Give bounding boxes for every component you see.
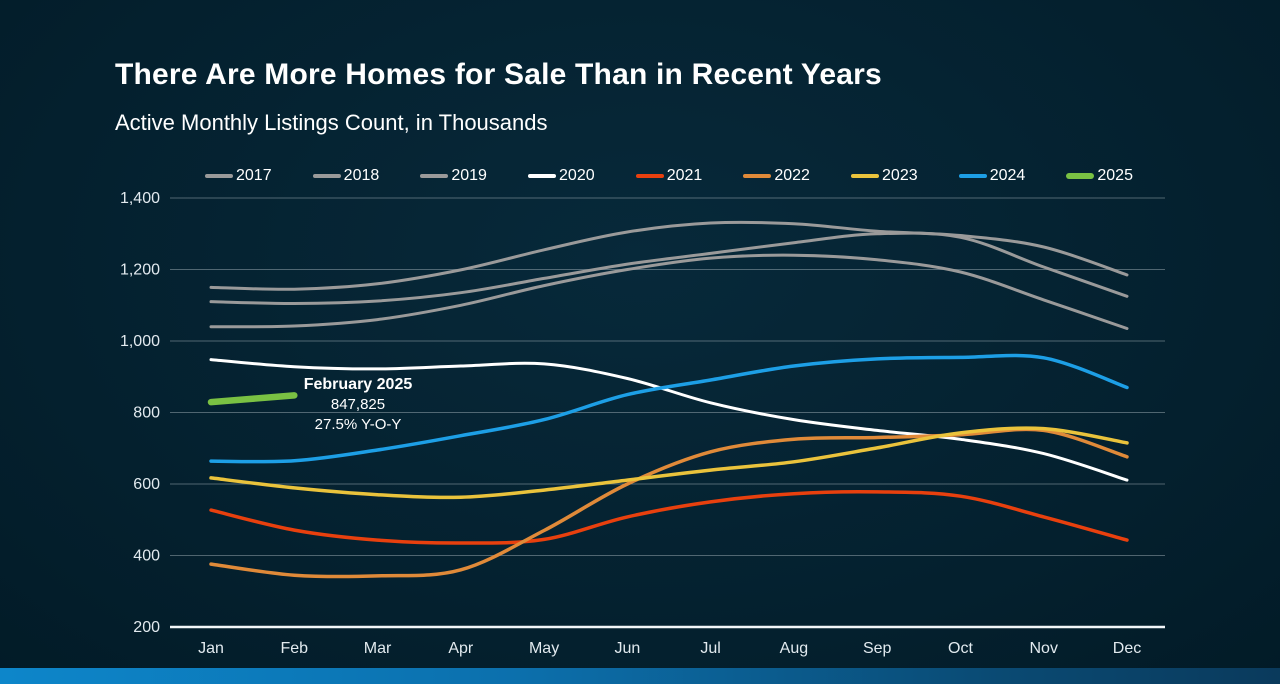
series-line-2021 <box>209 489 1129 545</box>
legend-label-2023: 2023 <box>882 167 918 184</box>
x-tick-aug: Aug <box>780 640 808 657</box>
x-tick-mar: Mar <box>364 640 392 657</box>
y-tick-1,200: 1,200 <box>120 262 160 279</box>
series-line-2025 <box>207 392 298 406</box>
legend-item-2020: 2020 <box>528 167 595 185</box>
legend: 2017 2018 2019 2020 2021 2022 2023 2024 2025 <box>205 167 1133 185</box>
legend-item-2017: 2017 <box>205 167 272 185</box>
chart-title: There Are More Homes for Sale Than in Re… <box>115 58 882 91</box>
legend-item-2021: 2021 <box>635 167 703 185</box>
series-line-2017 <box>209 220 1129 291</box>
series-line-2024 <box>209 353 1129 464</box>
y-tick-600: 600 <box>133 476 160 493</box>
legend-swatch-2017 <box>205 174 233 178</box>
series-line-2022 <box>209 427 1129 579</box>
x-tick-jun: Jun <box>614 640 640 657</box>
legend-label-2020: 2020 <box>559 167 595 184</box>
legend-label-2024: 2024 <box>989 167 1026 184</box>
legend-label-2025: 2025 <box>1097 167 1133 184</box>
y-tick-1,400: 1,400 <box>120 190 160 207</box>
y-tick-1,000: 1,000 <box>120 333 160 350</box>
legend-label-2019: 2019 <box>451 167 487 184</box>
x-tick-oct: Oct <box>948 640 973 657</box>
legend-item-2023: 2023 <box>851 167 918 185</box>
legend-swatch-2024 <box>958 174 987 178</box>
legend-label-2022: 2022 <box>774 167 810 184</box>
x-tick-apr: Apr <box>448 640 474 657</box>
legend-label-2017: 2017 <box>236 167 272 184</box>
legend-swatch-2023 <box>851 174 880 178</box>
x-tick-dec: Dec <box>1113 640 1141 657</box>
legend-item-2022: 2022 <box>743 167 810 185</box>
legend-swatch-2019 <box>420 174 449 178</box>
x-tick-sep: Sep <box>863 640 892 657</box>
x-tick-may: May <box>529 640 559 657</box>
legend-swatch-2018 <box>312 174 341 178</box>
x-tick-nov: Nov <box>1030 640 1058 657</box>
legend-label-2021: 2021 <box>666 167 703 184</box>
x-tick-jul: Jul <box>700 640 720 657</box>
legend-swatch-2025 <box>1066 173 1095 179</box>
x-tick-feb: Feb <box>280 640 308 657</box>
footer-accent-bar <box>0 668 1280 684</box>
series-line-2023 <box>209 426 1129 500</box>
series-line-2020 <box>209 358 1129 482</box>
y-tick-800: 800 <box>133 405 160 422</box>
legend-swatch-2022 <box>743 174 772 178</box>
annotation-month-label: February 2025 <box>303 376 413 393</box>
legend-swatch-2021 <box>635 174 664 178</box>
legend-item-2025: 2025 <box>1066 167 1133 185</box>
y-tick-400: 400 <box>133 548 160 565</box>
chart-subtitle: Active Monthly Listings Count, in Thousa… <box>115 110 548 135</box>
legend-swatch-2020 <box>528 174 557 178</box>
legend-label-2018: 2018 <box>343 167 380 184</box>
series-line-2019 <box>209 253 1129 330</box>
series-line-2018 <box>209 231 1129 306</box>
annotation-value: 847,825 <box>330 396 386 413</box>
y-tick-200: 200 <box>133 619 160 636</box>
annotation-yoy: 27.5% Y-O-Y <box>314 416 402 433</box>
legend-item-2019: 2019 <box>420 167 487 185</box>
legend-item-2018: 2018 <box>312 167 380 185</box>
x-tick-jan: Jan <box>198 640 224 657</box>
annotation-february-2025: February 2025 847,825 27.5% Y-O-Y <box>283 375 433 435</box>
legend-item-2024: 2024 <box>958 167 1026 185</box>
